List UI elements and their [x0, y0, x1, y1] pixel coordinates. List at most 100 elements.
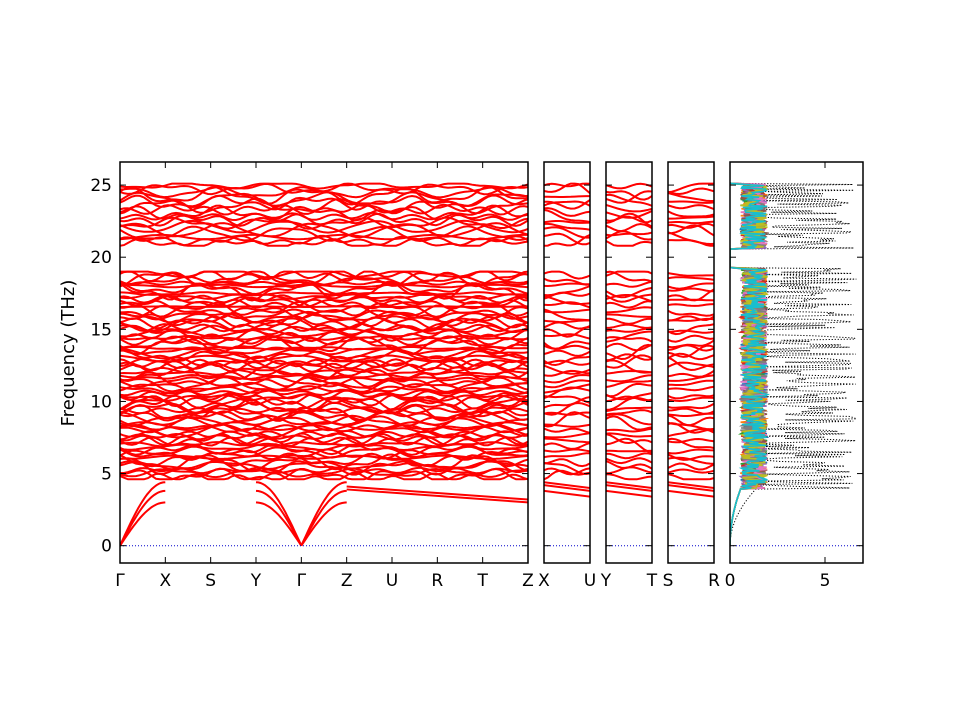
- optical-band-low: [668, 344, 714, 358]
- optical-band-low: [606, 406, 652, 413]
- y-tick-label: 5: [101, 465, 112, 485]
- optical-band-low: [668, 374, 714, 382]
- optical-band-low: [606, 382, 652, 398]
- optical-band-high: [668, 187, 714, 196]
- optical-band-high: [668, 182, 714, 194]
- optical-band-high: [544, 182, 590, 195]
- optical-band-low: [120, 423, 528, 439]
- x-tick-label: T: [646, 571, 658, 591]
- optical-band-low: [544, 277, 590, 286]
- optical-band-low: [668, 356, 714, 372]
- optical-band-low: [606, 336, 652, 343]
- optical-band-low: [544, 308, 590, 314]
- x-tick-label: Z: [341, 571, 353, 591]
- optical-band-low: [668, 303, 714, 307]
- acoustic-branch: [346, 485, 528, 501]
- band-lines-4: [668, 182, 714, 498]
- optical-band-high: [120, 182, 528, 190]
- optical-band-low: [668, 437, 714, 449]
- optical-band-low: [606, 437, 652, 454]
- optical-band-low: [544, 441, 590, 450]
- band-lines-1: [120, 182, 528, 547]
- optical-band-low: [120, 373, 528, 381]
- optical-band-low: [606, 395, 652, 403]
- x-tick-label: Z: [522, 571, 534, 591]
- optical-band-low: [668, 437, 714, 444]
- optical-band-low: [668, 276, 714, 281]
- optical-band-low: [606, 460, 652, 470]
- y-tick-label: 10: [90, 392, 112, 412]
- optical-band-low: [120, 370, 528, 388]
- optical-band-low: [606, 473, 652, 481]
- optical-band-low: [668, 473, 714, 481]
- optical-band-high: [544, 226, 590, 239]
- optical-band-low: [606, 427, 652, 433]
- optical-band-low: [544, 467, 590, 476]
- optical-band-low: [606, 354, 652, 369]
- optical-band-low: [606, 327, 652, 333]
- optical-band-low: [606, 270, 652, 277]
- optical-band-low: [544, 270, 590, 280]
- optical-band-low: [606, 317, 652, 325]
- optical-band-low: [120, 310, 528, 324]
- optical-band-low: [668, 448, 714, 455]
- optical-band-high: [606, 240, 652, 247]
- optical-band-low: [668, 462, 714, 471]
- acoustic-branch: [668, 489, 714, 498]
- optical-band-low: [544, 333, 590, 340]
- optical-band-low: [120, 394, 528, 412]
- optical-band-high: [668, 191, 714, 202]
- dos-lines: [730, 182, 857, 546]
- optical-band-low: [668, 309, 714, 317]
- optical-band-low: [544, 349, 590, 357]
- band-panel-1: Γ X S Y Γ Z U R T Z 0 5 10 15 20 25: [90, 161, 534, 591]
- optical-band-low: [668, 414, 714, 427]
- optical-band-low: [544, 452, 590, 459]
- panel-frame: [543, 161, 591, 564]
- optical-band-low: [120, 316, 528, 334]
- optical-band-low: [120, 322, 528, 333]
- optical-band-low: [120, 292, 528, 300]
- optical-band-low: [120, 467, 528, 481]
- optical-band-low: [120, 270, 528, 279]
- optical-band-low: [606, 342, 652, 352]
- x-tick-label: U: [584, 571, 596, 591]
- optical-band-low: [120, 421, 528, 432]
- optical-band-low: [544, 437, 590, 444]
- optical-band-low: [606, 300, 652, 309]
- x-tick-label: Γ: [115, 571, 125, 591]
- optical-band-high: [606, 203, 652, 213]
- acoustic-branch: [120, 501, 166, 547]
- optical-band-low: [606, 449, 652, 453]
- optical-band-low: [120, 298, 528, 310]
- optical-band-high: [544, 220, 590, 224]
- optical-band-low: [606, 359, 652, 374]
- optical-band-low: [544, 469, 590, 481]
- optical-band-low: [668, 323, 714, 336]
- x-tick-label: Y: [600, 571, 612, 591]
- optical-band-low: [606, 293, 652, 303]
- optical-band-low: [544, 423, 590, 428]
- panel-frame: [605, 161, 653, 564]
- optical-band-low: [120, 454, 528, 460]
- optical-band-low: [544, 432, 590, 439]
- optical-band-high: [120, 233, 528, 241]
- optical-band-low: [544, 295, 590, 306]
- optical-band-low: [544, 383, 590, 394]
- optical-band-low: [668, 396, 714, 403]
- optical-band-low: [544, 401, 590, 416]
- optical-band-high: [606, 190, 652, 204]
- acoustic-branch: [668, 481, 714, 489]
- band-lines-3: [606, 182, 652, 498]
- acoustic-branch: [606, 481, 652, 489]
- optical-band-low: [544, 379, 590, 389]
- total-dos-line: [730, 182, 857, 546]
- optical-band-low: [668, 282, 714, 290]
- optical-band-low: [544, 396, 590, 409]
- optical-band-high: [544, 207, 590, 217]
- optical-band-low: [668, 453, 714, 461]
- optical-band-high: [120, 225, 528, 242]
- optical-band-high: [668, 215, 714, 220]
